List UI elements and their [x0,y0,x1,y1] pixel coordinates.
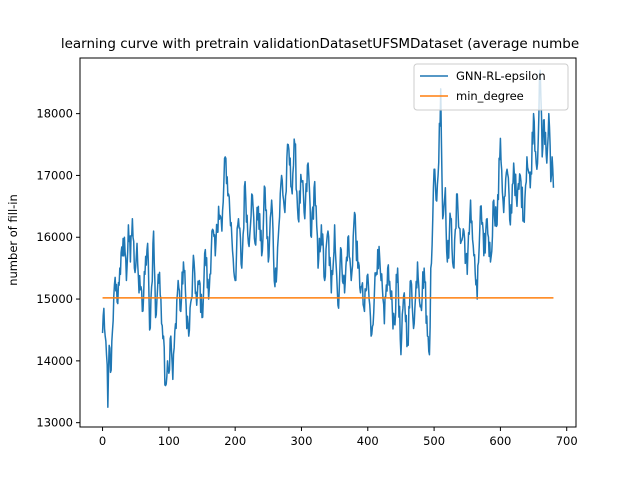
y-tick-label: 18000 [36,107,73,121]
x-tick-label: 300 [290,434,312,448]
legend: GNN-RL-epsilon min_degree [413,63,569,111]
x-tick-label: 200 [224,434,246,448]
legend-label-gnn-rl-epsilon: GNN-RL-epsilon [456,69,546,83]
y-tick-label: 16000 [36,230,73,244]
x-tick-label: 600 [489,434,511,448]
x-tick-label: 500 [423,434,445,448]
x-tick-label: 700 [556,434,578,448]
plot-frame [79,57,577,428]
y-tick-label: 17000 [36,168,73,182]
y-axis-label: number of fill-in [6,194,20,286]
x-tick-label: 100 [158,434,180,448]
y-tick-label: 14000 [36,354,73,368]
chart-title: learning curve with pretrain validationD… [61,36,579,52]
legend-frame [413,63,569,111]
x-tick-label: 400 [357,434,379,448]
legend-label-min-degree: min_degree [456,89,524,103]
x-tick-label: 0 [99,434,106,448]
series-line-gnn-rl-epsilon [101,69,555,408]
y-tick-label: 13000 [36,416,73,430]
series-layer [101,69,555,408]
y-tick-label: 15000 [36,292,73,306]
axes-layer: 0 100 200 300 400 500 600 700 13000 14000 15000 160… [36,57,578,448]
